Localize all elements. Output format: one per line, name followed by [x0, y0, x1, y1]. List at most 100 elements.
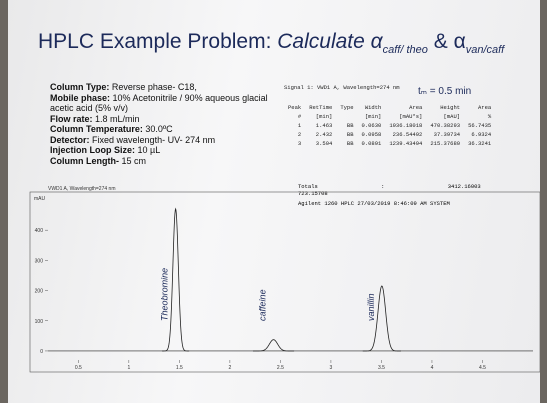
condition: Mobile phase: 10% Acetonitrile / 90% aqu…	[50, 93, 280, 114]
peak	[162, 207, 190, 352]
header-cell: RetTime	[309, 104, 333, 111]
condition-label: Column Temperature:	[50, 124, 143, 134]
header-row: # [min] [min] [mAU*s] [mAU]%	[284, 112, 495, 121]
cell: 1239.43494	[389, 140, 423, 147]
condition-label: Column Length-	[50, 155, 119, 166]
y-tick-label: 200	[35, 289, 44, 295]
cell: 0.0891	[361, 140, 382, 147]
condition: Injection Loop Size: 10 µL	[50, 145, 280, 156]
conditions: Column Type: Reverse phase- C18, Mobile p…	[50, 82, 280, 166]
title-sub: van/caff	[465, 44, 505, 57]
title-calc: Calculate α	[277, 30, 383, 53]
x-tick-label: 2	[228, 365, 231, 371]
cell: BB	[346, 131, 354, 138]
header-row: Peak RetTime Type Width Area Height Area	[284, 103, 495, 112]
totals: Totals : 3412.16003 723.15708	[298, 183, 540, 197]
cell: 236.54492	[392, 131, 423, 138]
report: Signal 1: VWD1 A, Wavelength=274 nm Peak R…	[284, 84, 495, 148]
condition-text: Reverse phase- C18,	[111, 82, 197, 92]
y-label: mAU	[34, 196, 46, 202]
total-cell: 3412.16003	[447, 183, 481, 190]
y-tick-label: 400	[35, 228, 44, 234]
condition-label: Flow rate:	[50, 113, 93, 124]
y-tick-label: 100	[35, 319, 44, 325]
header-cell: #	[297, 113, 302, 120]
peak-label: vanillin	[366, 293, 376, 321]
y-tick-label: 300	[35, 258, 44, 264]
system-line: Agilent 1260 HPLC 27/03/2019 8:46:09 AM …	[298, 200, 450, 207]
title-sub: caff/ theo	[382, 44, 428, 57]
cell: 3	[297, 140, 302, 147]
x-tick-label: 0.5	[75, 365, 82, 371]
plot-frame	[29, 191, 540, 373]
cell: 2	[297, 131, 302, 138]
peak-label: caffeine	[258, 289, 268, 321]
header-cell: Width	[364, 104, 382, 111]
cell: 1.463	[315, 122, 333, 129]
row: 3 3.504 BB 0.0891 1239.43494 215.37680 36.3241	[284, 139, 495, 148]
condition-text: 10% Acetonitrile / 90% aqueous glacial a…	[50, 92, 268, 114]
condition-text: 10 µL	[137, 145, 161, 155]
signal: Signal 1: VWD1 A, Wavelength=274 nm	[284, 84, 400, 91]
condition-label: Injection Loop Size:	[50, 145, 135, 155]
row: 1 1.463 BB 0.0630 1936.18018 470.38293 56.7435	[284, 121, 495, 130]
cell: 36.3241	[468, 140, 492, 147]
condition: Column Type: Reverse phase- C18,	[50, 82, 280, 93]
x-tick-label: 3	[330, 365, 333, 371]
cell: 1	[297, 122, 302, 129]
header-cell: Peak	[288, 104, 302, 111]
title-lead: HPLC Example Problem:	[38, 30, 272, 53]
header-cell: Area	[409, 104, 423, 111]
y-tick-label: 0	[40, 349, 43, 355]
cell: BB	[346, 140, 354, 147]
chart-title: VWD1 A, Wavelength=274 nm	[48, 186, 116, 192]
header-cell: [mAU]	[443, 113, 461, 120]
x-tick-label: 3.5	[378, 365, 385, 371]
header-cell: [min]	[315, 113, 333, 120]
cell: 0.0630	[361, 122, 382, 129]
condition-text: 1.8 mL/min	[95, 113, 140, 124]
paper: HPLC Example Problem: Calculate αcaff/ t…	[8, 0, 540, 403]
chromatogram: VWD1 A, Wavelength=274 nm mAU 0 100 200 300…	[29, 186, 540, 373]
x-tick-label: 1.5	[176, 365, 183, 371]
x-tick-label: 4	[431, 365, 434, 371]
condition: Flow rate: 1.8 mL/min	[50, 114, 280, 125]
condition: Column Length- 15 cm	[50, 156, 280, 167]
condition-text: Fixed wavelength- UV- 274 nm	[92, 134, 216, 145]
cell: 2.432	[315, 131, 333, 138]
peak	[252, 339, 295, 352]
header-cell: %	[487, 113, 492, 120]
condition: Column Temperature: 30.0ºC	[50, 124, 280, 135]
condition-label: Column Type:	[50, 82, 110, 92]
x-tick-label: 4.5	[479, 365, 486, 371]
condition: Detector: Fixed wavelength- UV- 274 nm	[50, 135, 280, 146]
x-tick-label: 2.5	[277, 365, 284, 371]
condition-text: 30.0ºC	[145, 124, 173, 134]
header-cell: Area	[477, 104, 492, 111]
cell: 3.504	[315, 140, 333, 147]
cell: 1936.18018	[389, 122, 423, 129]
x-tick-label: 1	[127, 365, 130, 371]
header-cell: Height	[440, 104, 461, 111]
peak-label: Theobromine	[160, 268, 170, 321]
header-cell: Type	[340, 104, 354, 111]
header-cell: [mAU*s]	[399, 113, 423, 120]
total-cell: Totals :	[298, 183, 385, 190]
report-table: Peak RetTime Type Width Area Height Area # [min]…	[284, 103, 495, 148]
total-cell: 723.15708	[298, 190, 328, 197]
title: HPLC Example Problem: Calculate αcaff/ t…	[38, 30, 504, 56]
cell: 56.7435	[468, 122, 492, 129]
cell: BB	[346, 122, 354, 129]
condition-label: Mobile phase:	[50, 92, 111, 103]
condition-label: Detector:	[50, 134, 90, 145]
row: 2 2.432 BB 0.0958 236.54492 37.39734 6.9324	[284, 130, 495, 139]
cell: 215.37680	[430, 140, 461, 147]
cell: 6.9324	[471, 131, 492, 138]
header-cell: [min]	[364, 113, 382, 120]
cell: 0.0958	[361, 131, 382, 138]
handwritten-note: tₘ = 0.5 min	[418, 86, 472, 97]
condition-text: 15 cm	[121, 155, 147, 166]
title-mid: & α	[433, 30, 466, 53]
cell: 470.38293	[430, 122, 461, 129]
